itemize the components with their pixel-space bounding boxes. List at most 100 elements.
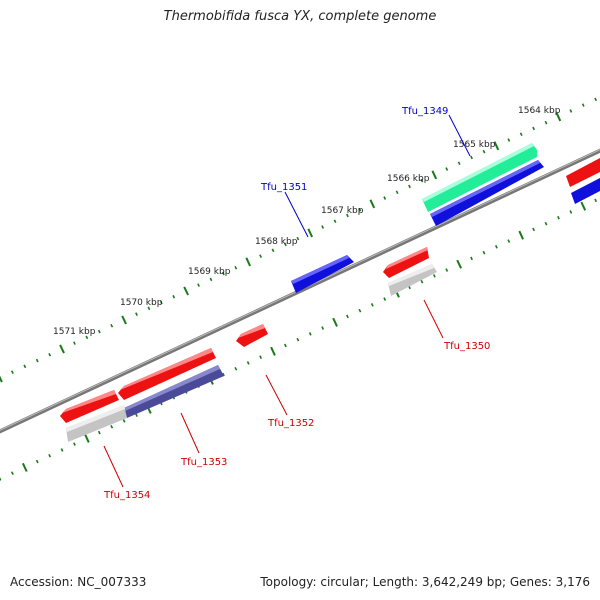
genome-backbone bbox=[0, 148, 600, 434]
minor-tick bbox=[445, 167, 449, 171]
leader-tfu-1349 bbox=[448, 114, 471, 157]
leader-tfu-1352 bbox=[265, 374, 288, 416]
minor-tick bbox=[420, 279, 424, 284]
leader-tfu-1353 bbox=[180, 412, 200, 454]
map-title: Thermobifida fusca YX, complete genome bbox=[163, 9, 437, 24]
kbp-label-1569: 1569 kbp bbox=[188, 267, 231, 277]
minor-tick bbox=[321, 225, 325, 229]
gene-blue-upper[interactable] bbox=[430, 160, 544, 226]
minor-tick bbox=[358, 308, 362, 313]
gene-red-edge[interactable] bbox=[566, 158, 600, 187]
minor-tick bbox=[482, 149, 486, 154]
minor-tick bbox=[457, 161, 461, 166]
minor-tick bbox=[197, 283, 200, 287]
minor-tick bbox=[383, 297, 387, 301]
gene-label-tfu-1349[interactable]: Tfu_1349 bbox=[401, 106, 448, 117]
minor-tick bbox=[470, 155, 473, 160]
minor-tick bbox=[23, 364, 27, 369]
kbp-label-1568: 1568 kbp bbox=[255, 237, 298, 247]
minor-tick bbox=[346, 213, 349, 218]
gene-tfu-1349[interactable] bbox=[422, 143, 537, 212]
minor-tick bbox=[494, 245, 498, 249]
minor-tick bbox=[73, 341, 76, 345]
minor-tick bbox=[470, 256, 473, 261]
minor-tick bbox=[122, 419, 126, 423]
minor-tick bbox=[557, 215, 560, 220]
minor-tick bbox=[569, 210, 573, 214]
major-tick bbox=[518, 230, 525, 240]
gene-tfu-1352[interactable] bbox=[236, 324, 268, 347]
minor-tick bbox=[581, 103, 585, 107]
gene-tfu-1353[interactable] bbox=[124, 365, 224, 418]
gene-label-tfu-1354[interactable]: Tfu_1354 bbox=[103, 490, 150, 501]
major-tick bbox=[493, 141, 500, 151]
minor-tick bbox=[48, 453, 52, 458]
major-tick bbox=[0, 375, 3, 383]
major-tick bbox=[183, 286, 190, 296]
minor-tick bbox=[10, 370, 14, 374]
minor-tick bbox=[296, 236, 300, 241]
minor-tick bbox=[283, 343, 287, 348]
minor-tick bbox=[408, 184, 411, 189]
minor-tick bbox=[544, 120, 548, 125]
minor-tick bbox=[594, 198, 598, 203]
minor-tick bbox=[97, 430, 101, 435]
kbp-label-1567: 1567 kbp bbox=[321, 206, 364, 216]
minor-tick bbox=[507, 239, 511, 243]
minor-tick bbox=[333, 219, 337, 224]
minor-tick bbox=[259, 355, 263, 359]
minor-tick bbox=[234, 366, 238, 371]
minor-tick bbox=[420, 178, 424, 183]
minor-tick bbox=[296, 337, 300, 342]
gene-label-tfu-1350[interactable]: Tfu_1350 bbox=[443, 341, 490, 352]
leader-tfu-1351 bbox=[284, 191, 309, 238]
minor-tick bbox=[308, 332, 312, 336]
minor-tick bbox=[569, 109, 573, 113]
gene-label-tfu-1352[interactable]: Tfu_1352 bbox=[267, 418, 314, 429]
minor-tick bbox=[35, 459, 39, 464]
minor-tick bbox=[532, 227, 536, 232]
gene-tfu-1354[interactable] bbox=[66, 405, 127, 442]
major-tick bbox=[245, 257, 252, 267]
minor-tick bbox=[73, 442, 76, 446]
minor-tick bbox=[445, 268, 449, 272]
gene-label-tfu-1353[interactable]: Tfu_1353 bbox=[180, 457, 227, 468]
kbp-label-1564: 1564 kbp bbox=[518, 106, 561, 116]
inner-tick-ring bbox=[0, 198, 598, 481]
major-tick bbox=[270, 346, 276, 356]
major-tick bbox=[456, 259, 463, 269]
gene-label-tfu-1351[interactable]: Tfu_1351 bbox=[260, 182, 307, 193]
minor-tick bbox=[172, 294, 176, 299]
minor-tick bbox=[10, 471, 14, 475]
minor-tick bbox=[432, 274, 436, 278]
minor-tick bbox=[370, 303, 374, 307]
minor-tick bbox=[246, 361, 250, 365]
minor-tick bbox=[532, 126, 536, 131]
gene-red-left[interactable] bbox=[60, 390, 119, 423]
minor-tick bbox=[321, 326, 325, 330]
minor-tick bbox=[259, 254, 263, 258]
minor-tick bbox=[135, 413, 138, 417]
minor-tick bbox=[209, 277, 213, 282]
major-tick bbox=[555, 112, 562, 122]
minor-tick bbox=[234, 265, 238, 270]
minor-tick bbox=[48, 352, 52, 357]
major-tick bbox=[59, 344, 65, 354]
gene-blue-edge[interactable] bbox=[571, 178, 600, 204]
accession-label: Accession: NC_007333 bbox=[10, 575, 147, 589]
kbp-label-1566: 1566 kbp bbox=[387, 174, 430, 184]
gene-grey-1350[interactable] bbox=[388, 264, 437, 296]
gene-tfu-1350[interactable] bbox=[383, 247, 429, 278]
minor-tick bbox=[147, 306, 151, 311]
gene-red-long[interactable] bbox=[118, 348, 216, 400]
major-tick bbox=[369, 199, 376, 209]
minor-tick bbox=[221, 271, 225, 276]
outer-tick-ring bbox=[0, 97, 598, 383]
gene-tfu-1351[interactable] bbox=[291, 255, 354, 293]
minor-tick bbox=[110, 424, 114, 429]
genome-summary: Topology: circular; Length: 3,642,249 bp… bbox=[260, 575, 590, 589]
minor-tick bbox=[383, 196, 387, 200]
major-tick bbox=[307, 228, 314, 238]
minor-tick bbox=[0, 477, 2, 481]
minor-tick bbox=[97, 329, 101, 334]
